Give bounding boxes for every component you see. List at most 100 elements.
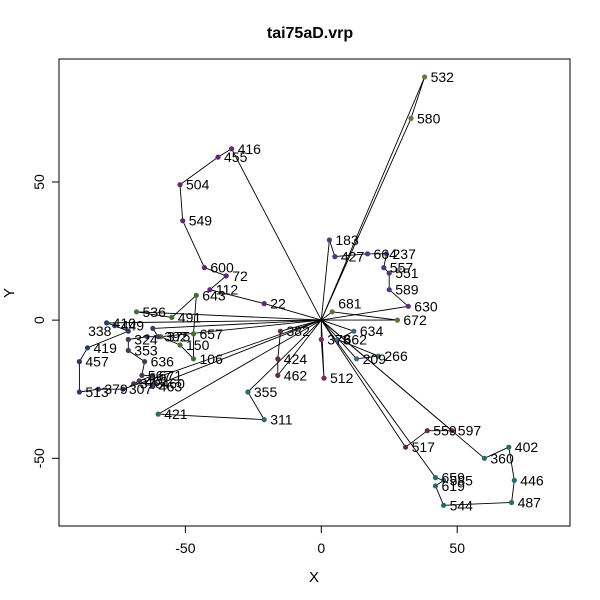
- point-label: 634: [360, 323, 384, 339]
- customer-point-455: [215, 154, 221, 160]
- customer-point-551: [386, 270, 392, 276]
- customer-point-353: [125, 347, 131, 354]
- point-label: 446: [520, 472, 544, 488]
- point-label: 112: [216, 282, 239, 298]
- customer-point-662: [335, 336, 341, 343]
- point-label: 22: [270, 296, 286, 312]
- route-line-10: [320, 319, 515, 506]
- point-label: 619: [442, 478, 466, 494]
- customer-point-544: [441, 502, 447, 508]
- customer-point-183: [326, 237, 332, 243]
- point-label: 449: [121, 318, 145, 334]
- point-label: 375: [167, 329, 191, 345]
- point-label: 549: [189, 213, 213, 229]
- customer-point-619: [432, 483, 439, 489]
- customer-point-504: [177, 182, 183, 188]
- customer-point-22: [261, 301, 267, 307]
- point-label: 659: [442, 470, 466, 486]
- customer-point-657: [190, 331, 197, 337]
- point-label: 457: [85, 354, 109, 370]
- y-axis-label: Y: [1, 288, 18, 298]
- point-label: 585: [450, 472, 474, 488]
- points-layer: [76, 74, 517, 508]
- point-label: 150: [186, 337, 210, 353]
- point-label: 455: [224, 149, 248, 165]
- point-label: 410: [113, 315, 137, 331]
- route-line-4: [321, 311, 398, 321]
- point-label: 532: [431, 69, 455, 85]
- customer-point-559: [424, 428, 430, 434]
- customer-point-659: [432, 475, 439, 481]
- point-label: 557: [390, 260, 414, 276]
- customer-point-630: [405, 303, 411, 309]
- customer-point-112: [207, 287, 213, 293]
- point-label: 460: [162, 376, 186, 392]
- point-label: 517: [412, 439, 436, 455]
- customer-point-536: [133, 309, 140, 315]
- routes-layer: [78, 76, 515, 506]
- customer-point-567: [139, 372, 145, 378]
- customer-point-463: [150, 383, 156, 390]
- point-label: 416: [238, 141, 262, 157]
- point-label: 72: [232, 268, 248, 284]
- point-label: 487: [518, 495, 542, 511]
- x-tick-label: -50: [175, 540, 195, 556]
- customer-point-643: [193, 292, 199, 298]
- route-line-1: [320, 76, 426, 321]
- route-line-12: [78, 319, 322, 393]
- customer-point-589: [386, 287, 392, 293]
- point-label: 427: [341, 249, 365, 265]
- customer-point-72: [223, 273, 229, 279]
- customer-point-517: [403, 444, 409, 450]
- point-label: 559: [433, 423, 457, 439]
- y-tick-label: 0: [31, 316, 47, 324]
- customer-point-462: [275, 372, 281, 378]
- point-label: 664: [374, 246, 398, 262]
- point-label: 512: [330, 370, 354, 386]
- point-label: 424: [284, 351, 308, 367]
- point-label: 461: [145, 373, 169, 389]
- customer-point-366: [125, 328, 131, 334]
- customer-point-419: [84, 345, 91, 351]
- point-label: 419: [94, 340, 118, 356]
- route-line-5: [320, 319, 379, 360]
- customer-point-266: [375, 353, 381, 359]
- customer-point-424: [275, 356, 281, 362]
- customer-point-311: [261, 417, 267, 423]
- point-label: 421: [164, 406, 188, 422]
- customer-point-392: [155, 334, 161, 340]
- customer-point-307: [120, 386, 126, 392]
- point-label: 597: [458, 423, 482, 439]
- point-label: 491: [178, 309, 202, 325]
- customer-point-402: [506, 444, 512, 450]
- customer-point-416: [229, 146, 235, 152]
- point-label: 580: [417, 110, 441, 126]
- point-label: 551: [395, 265, 419, 281]
- point-label: 643: [202, 287, 226, 303]
- customer-point-355: [245, 389, 251, 395]
- point-label: 378: [327, 332, 351, 348]
- customer-point-585: [441, 477, 447, 483]
- customer-point-106: [190, 356, 197, 362]
- customer-point-461: [136, 378, 142, 384]
- customer-point-449: [112, 323, 118, 329]
- customer-point-491: [169, 314, 175, 320]
- point-label: 106: [200, 351, 224, 367]
- y-tick-label: 50: [31, 174, 47, 190]
- point-label: 671: [159, 367, 183, 383]
- customer-point-382: [277, 328, 284, 334]
- customer-point-379: [95, 386, 101, 392]
- point-label: 462: [284, 367, 308, 383]
- route-line-2: [179, 148, 322, 321]
- point-label: 504: [186, 177, 210, 193]
- x-tick-label: 50: [449, 540, 465, 556]
- customer-point-549: [180, 218, 186, 224]
- customer-point-681: [329, 309, 335, 315]
- customer-point-600: [201, 265, 207, 271]
- point-label: 630: [414, 298, 438, 314]
- customer-point-410: [104, 320, 110, 326]
- point-label: 360: [490, 450, 514, 466]
- point-label: 338: [88, 323, 112, 339]
